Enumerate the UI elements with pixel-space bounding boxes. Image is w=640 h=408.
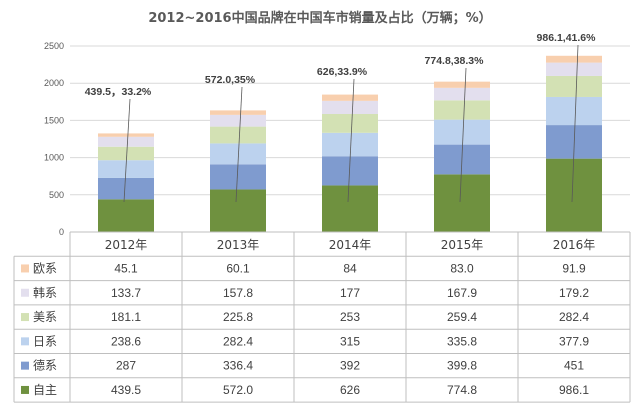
bar-segment-1-2: [210, 189, 266, 232]
bar-segment-6-2: [210, 110, 266, 115]
table-cell: 167.9: [447, 286, 477, 300]
y-tick-label: 1000: [44, 153, 64, 163]
table-cell: 253: [340, 310, 360, 324]
annotation-leader: [235, 86, 243, 203]
legend-swatch: [21, 361, 29, 370]
table-cell: 774.8: [447, 383, 477, 397]
table-cell: 572.0: [223, 383, 253, 397]
annotation-label: 572.0,35%: [205, 74, 256, 86]
table-cell: 177: [340, 286, 360, 300]
bar-segment-3-2: [210, 143, 266, 165]
y-tick-label: 0: [59, 227, 64, 237]
bar-segment-6-5: [546, 55, 602, 63]
table-cell: 157.8: [223, 286, 253, 300]
legend-swatch: [21, 288, 29, 297]
bar-segment-4-2: [210, 126, 266, 144]
legend-swatch: [21, 385, 29, 394]
y-tick-label: 500: [49, 190, 64, 200]
table-cell: 336.4: [223, 359, 253, 373]
bar-segment-4-4: [434, 100, 490, 120]
bar-segment-4-5: [546, 75, 602, 97]
legend-swatch: [21, 264, 29, 273]
legend-label: 美系: [33, 310, 57, 324]
annotation-label: 774.8,38.3%: [425, 55, 485, 67]
table-cell: 986.1: [559, 383, 589, 397]
x-category-label: 2016年: [553, 238, 596, 252]
table-cell: 451: [564, 359, 584, 373]
table-cell: 60.1: [226, 261, 250, 275]
table-cell: 181.1: [111, 310, 141, 324]
bar-segment-5-1: [98, 136, 154, 147]
annotation-label: 986.1,41.6%: [537, 32, 597, 44]
annotation-leader: [347, 78, 355, 203]
table-cell: 83.0: [450, 261, 474, 275]
bar-segment-3-4: [434, 119, 490, 145]
bar-segment-1-5: [546, 158, 602, 232]
annotation-leader: [459, 67, 467, 203]
bar-segment-5-3: [322, 100, 378, 115]
table-cell: 377.9: [559, 334, 589, 348]
x-category-label: 2015年: [441, 238, 484, 252]
legend-label: 自主: [33, 383, 57, 397]
table-cell: 179.2: [559, 286, 589, 300]
bar-segment-3-5: [546, 96, 602, 126]
table-cell: 133.7: [111, 286, 141, 300]
table-cell: 282.4: [559, 310, 589, 324]
bar-segment-4-3: [322, 114, 378, 133]
bar-segment-6-1: [98, 133, 154, 137]
y-tick-label: 1500: [44, 115, 64, 125]
table-cell: 439.5: [111, 383, 141, 397]
legend-swatch: [21, 337, 29, 346]
x-category-label: 2012年: [105, 238, 148, 252]
chart-title: 2012~2016中国品牌在中国车市销量及占比（万辆；%）: [148, 10, 491, 26]
bar-segment-3-3: [322, 132, 378, 157]
table-cell: 259.4: [447, 310, 477, 324]
y-tick-label: 2500: [44, 41, 64, 51]
table-cell: 282.4: [223, 334, 253, 348]
table-cell: 335.8: [447, 334, 477, 348]
bar-segment-6-3: [322, 94, 378, 101]
legend-label: 德系: [33, 358, 57, 373]
legend-label: 日系: [33, 334, 57, 348]
table-cell: 287: [116, 359, 136, 373]
annotation-label: 626,33.9%: [317, 66, 368, 78]
table-cell: 399.8: [447, 359, 477, 373]
y-tick-label: 2000: [44, 78, 64, 88]
x-category-label: 2013年: [217, 238, 260, 252]
bar-segment-1-1: [98, 199, 154, 232]
legend-label: 欧系: [33, 261, 57, 275]
bar-segment-1-4: [434, 174, 490, 232]
bar-segment-4-1: [98, 146, 154, 161]
bar-segment-6-4: [434, 81, 490, 88]
x-category-label: 2014年: [329, 238, 372, 252]
bar-segment-2-1: [98, 177, 154, 200]
bar-segment-1-3: [322, 185, 378, 232]
annotations: 439.5，33.2% 572.0,35% 626,33.9% 774.8,38.3%…: [85, 32, 597, 203]
annotation-leader: [571, 44, 579, 203]
table-cell: 238.6: [111, 334, 141, 348]
bar-segment-5-5: [546, 62, 602, 76]
table-cell: 45.1: [114, 261, 138, 275]
legend-label: 韩系: [33, 285, 57, 300]
y-axis: 0 500 1000 1500 2000 2500: [44, 41, 64, 237]
table-cell: 225.8: [223, 310, 253, 324]
bars: [98, 55, 602, 232]
table-cell: 392: [340, 359, 360, 373]
bar-segment-5-2: [210, 114, 266, 127]
table-cell: 91.9: [562, 261, 586, 275]
annotation-label: 439.5，33.2%: [85, 86, 152, 98]
bar-segment-5-4: [434, 87, 490, 101]
table-cell: 84: [343, 261, 357, 275]
legend-swatch: [21, 313, 29, 322]
annotation-leader: [123, 98, 131, 203]
table-cell: 315: [340, 334, 360, 348]
table-cell: 626: [340, 383, 360, 397]
